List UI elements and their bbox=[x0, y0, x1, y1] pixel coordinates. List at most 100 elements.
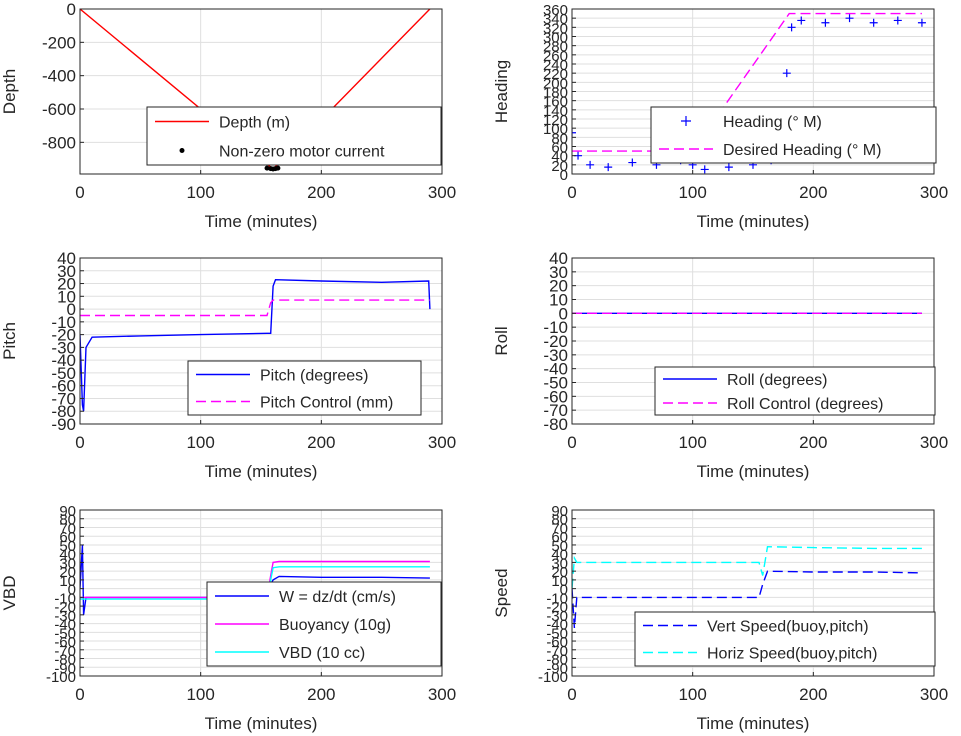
y-tick-label: 20 bbox=[59, 564, 76, 581]
legend: Depth (m) Non-zero motor current bbox=[146, 106, 442, 166]
legend-label: Vert Speed(buoy,pitch) bbox=[707, 619, 869, 636]
series-line-2 bbox=[572, 545, 922, 589]
y-tick-label: -10 bbox=[543, 318, 568, 337]
y-tick-label: -400 bbox=[42, 67, 76, 86]
series-group bbox=[572, 545, 922, 628]
y-tick-label: -70 bbox=[546, 643, 568, 660]
x-tick-label: 100 bbox=[186, 685, 214, 704]
y-tick-label: 10 bbox=[549, 291, 568, 310]
y-tick-label: -90 bbox=[51, 415, 76, 434]
y-tick-label: 30 bbox=[551, 555, 568, 572]
x-tick-label: 200 bbox=[799, 183, 827, 202]
y-tick-label: -40 bbox=[54, 617, 76, 634]
legend-label: Pitch Control (mm) bbox=[260, 395, 393, 412]
x-tick-label: 300 bbox=[920, 685, 948, 704]
y-tick-label: 90 bbox=[551, 503, 568, 520]
legend-box bbox=[146, 106, 442, 166]
y-tick-label: -30 bbox=[543, 346, 568, 365]
y-axis-label: Speed bbox=[492, 568, 511, 617]
y-tick-label: 220 bbox=[543, 66, 568, 83]
x-tick-label: 0 bbox=[567, 685, 576, 704]
y-tick-label: 60 bbox=[551, 529, 568, 546]
y-tick-label: -50 bbox=[546, 625, 568, 642]
y-tick-label: -60 bbox=[543, 387, 568, 406]
heading-point bbox=[586, 160, 595, 169]
y-tick-label: -20 bbox=[54, 599, 76, 616]
y-tick-label: -90 bbox=[546, 660, 568, 677]
y-tick-label: 120 bbox=[543, 112, 568, 129]
y-tick-label: -50 bbox=[51, 364, 76, 383]
heading-point bbox=[724, 163, 733, 172]
y-tick-label: 30 bbox=[59, 555, 76, 572]
y-tick-label: -80 bbox=[54, 652, 76, 669]
motor-current-point bbox=[275, 165, 281, 171]
y-tick-label: -60 bbox=[546, 634, 568, 651]
axes-box bbox=[79, 8, 443, 175]
x-tick-label: 0 bbox=[567, 183, 576, 202]
y-tick-label: 20 bbox=[549, 277, 568, 296]
heading-point bbox=[604, 163, 613, 172]
axes-box bbox=[79, 257, 443, 425]
y-tick-label: 340 bbox=[543, 11, 568, 28]
legend-label: Depth (m) bbox=[219, 115, 290, 132]
legend-marker bbox=[681, 116, 691, 126]
y-tick-label: -10 bbox=[546, 590, 568, 607]
y-tick-label: 360 bbox=[543, 2, 568, 19]
legend-marker bbox=[179, 148, 185, 153]
x-axis-label: Time (minutes) bbox=[697, 212, 810, 231]
legend-label: Roll Control (degrees) bbox=[727, 396, 884, 413]
legend: Pitch (degrees) Pitch Control (mm) bbox=[187, 360, 422, 416]
x-tick-label: 300 bbox=[428, 433, 456, 452]
y-tick-label: -40 bbox=[543, 360, 568, 379]
heading-point bbox=[787, 23, 796, 32]
series-line-1 bbox=[572, 570, 922, 628]
y-tick-label: -40 bbox=[546, 617, 568, 634]
y-tick-label: 40 bbox=[59, 547, 76, 564]
y-tick-label: 0 bbox=[560, 582, 568, 599]
heading-point bbox=[572, 128, 576, 137]
series-line-1 bbox=[80, 278, 431, 412]
x-tick-label: 200 bbox=[799, 433, 827, 452]
legend-label: Roll (degrees) bbox=[727, 372, 827, 389]
y-tick-label: 20 bbox=[551, 158, 568, 175]
legend-label: Horiz Speed(buoy,pitch) bbox=[707, 646, 877, 663]
y-tick-label: -70 bbox=[543, 401, 568, 420]
y-tick-label: 0 bbox=[67, 300, 76, 319]
heading-point bbox=[845, 14, 854, 23]
x-tick-label: 0 bbox=[75, 433, 84, 452]
axes-box bbox=[79, 509, 443, 677]
y-tick-label: 70 bbox=[551, 520, 568, 537]
y-tick-label: 240 bbox=[543, 57, 568, 74]
y-tick-label: 20 bbox=[57, 275, 76, 294]
legend-label: W = dz/dt (cm/s) bbox=[279, 589, 396, 606]
y-tick-label: 80 bbox=[551, 512, 568, 529]
x-axis-label: Time (minutes) bbox=[697, 714, 810, 733]
y-tick-label: 300 bbox=[543, 30, 568, 47]
legend: Vert Speed(buoy,pitch) Horiz Speed(buoy,p… bbox=[634, 611, 936, 667]
y-tick-label: 40 bbox=[551, 149, 568, 166]
legend-box bbox=[187, 360, 422, 416]
y-tick-label: -20 bbox=[546, 599, 568, 616]
y-tick-label: -10 bbox=[54, 590, 76, 607]
series-line-2 bbox=[80, 560, 430, 599]
x-tick-label: 100 bbox=[678, 433, 706, 452]
y-tick-label: 40 bbox=[551, 547, 568, 564]
y-tick-label: -60 bbox=[51, 377, 76, 396]
legend: W = dz/dt (cm/s) Buoyancy (10g) VBD (10 cc… bbox=[206, 581, 442, 667]
y-tick-label: 80 bbox=[59, 512, 76, 529]
y-tick-label: -80 bbox=[546, 652, 568, 669]
x-axis-label: Time (minutes) bbox=[205, 462, 318, 481]
legend-label: Pitch (degrees) bbox=[260, 368, 369, 385]
chart-3: 0 100 200 300403020100-10-20-30-40-50-60-70… bbox=[0, 249, 456, 481]
y-tick-label: 320 bbox=[543, 20, 568, 37]
legend: Heading (° M) Desired Heading (° M) bbox=[650, 106, 937, 164]
legend-label: VBD (10 cc) bbox=[279, 645, 365, 662]
legend: Roll (degrees) Roll Control (degrees) bbox=[654, 366, 936, 416]
heading-point bbox=[628, 158, 637, 167]
series-line-2 bbox=[80, 299, 430, 317]
y-tick-label: 10 bbox=[57, 287, 76, 306]
chart-1: 0 100 200 300 0 -200 -400 -600 -800 Time (minutes… bbox=[0, 0, 456, 231]
chart-2: 0 100 200 300020406080100120140160180200220… bbox=[492, 2, 948, 231]
x-tick-label: 0 bbox=[75, 183, 84, 202]
